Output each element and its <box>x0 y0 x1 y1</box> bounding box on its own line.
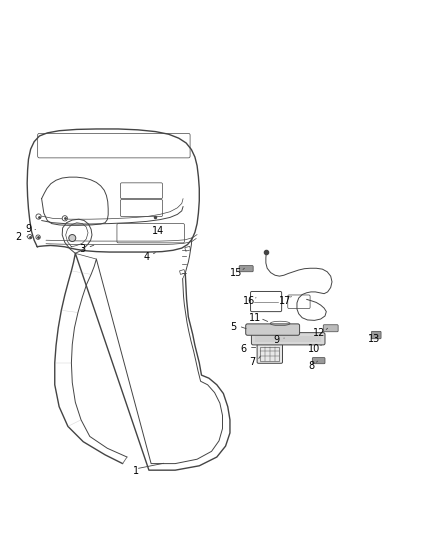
Text: 8: 8 <box>308 361 314 372</box>
Text: 6: 6 <box>240 344 247 354</box>
Text: 16: 16 <box>243 296 255 305</box>
FancyBboxPatch shape <box>257 344 283 364</box>
Circle shape <box>36 235 40 239</box>
Text: 7: 7 <box>249 357 255 367</box>
Text: 12: 12 <box>313 328 325 338</box>
Circle shape <box>28 235 32 239</box>
Text: 2: 2 <box>15 232 21 242</box>
Text: 4: 4 <box>144 252 150 262</box>
Text: 11: 11 <box>249 313 261 323</box>
FancyBboxPatch shape <box>371 332 381 339</box>
Text: 3: 3 <box>79 244 85 254</box>
Text: 15: 15 <box>230 268 242 278</box>
Text: 1: 1 <box>133 466 139 477</box>
FancyBboxPatch shape <box>246 324 300 335</box>
FancyBboxPatch shape <box>323 325 338 332</box>
Circle shape <box>36 214 41 219</box>
Text: 9: 9 <box>273 335 279 345</box>
Bar <box>260 346 279 361</box>
FancyBboxPatch shape <box>251 333 325 345</box>
Text: 5: 5 <box>230 322 237 332</box>
Text: 17: 17 <box>279 296 292 305</box>
Text: 10: 10 <box>308 344 321 354</box>
Text: 14: 14 <box>152 225 164 236</box>
FancyBboxPatch shape <box>312 358 325 364</box>
Text: 13: 13 <box>368 334 381 344</box>
Circle shape <box>62 216 67 221</box>
Text: 9: 9 <box>25 224 32 235</box>
FancyBboxPatch shape <box>239 265 253 272</box>
Circle shape <box>69 235 76 241</box>
